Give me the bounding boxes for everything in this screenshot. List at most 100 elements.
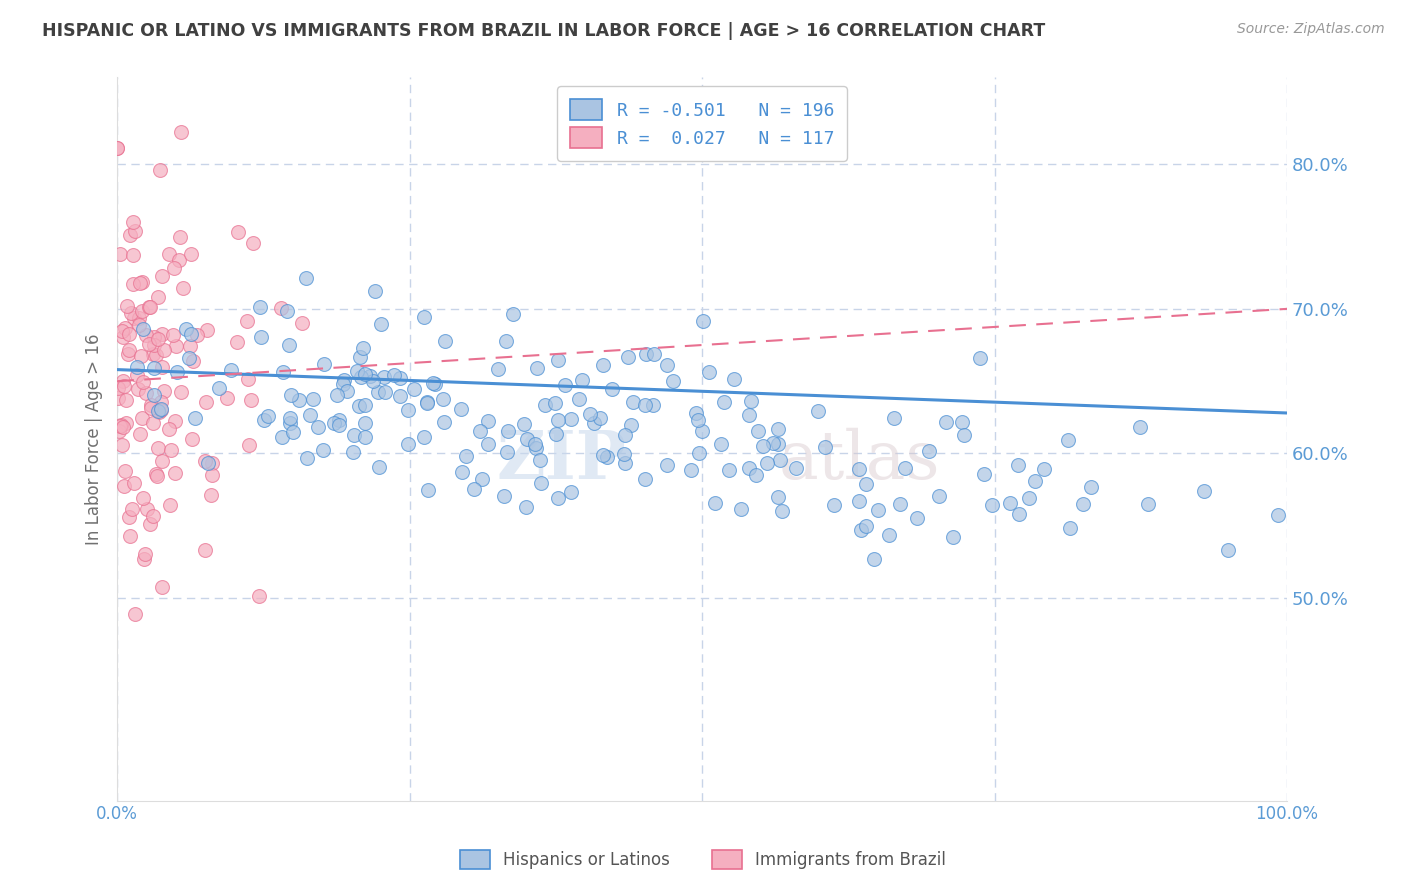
- Point: [186, 327, 208, 342]
- Point: [950, 415, 973, 429]
- Point: [160, 443, 183, 458]
- Point: [849, 523, 872, 537]
- Point: [167, 252, 190, 267]
- Point: [150, 327, 173, 342]
- Point: [373, 369, 395, 384]
- Point: [634, 399, 657, 413]
- Point: [142, 388, 165, 402]
- Point: [180, 326, 202, 341]
- Point: [1033, 461, 1056, 475]
- Point: [402, 382, 425, 396]
- Y-axis label: In Labor Force | Age > 16: In Labor Force | Age > 16: [86, 334, 103, 545]
- Point: [194, 394, 217, 409]
- Point: [111, 330, 134, 344]
- Point: [613, 447, 636, 461]
- Point: [747, 425, 769, 439]
- Point: [219, 363, 242, 377]
- Point: [1007, 507, 1029, 521]
- Point: [877, 528, 900, 542]
- Point: [468, 424, 491, 438]
- Point: [273, 365, 295, 379]
- Point: [494, 489, 516, 503]
- Point: [142, 509, 165, 524]
- Point: [848, 462, 870, 476]
- Point: [120, 306, 142, 320]
- Point: [688, 446, 710, 460]
- Point: [328, 417, 350, 432]
- Point: [349, 350, 371, 364]
- Point: [172, 281, 194, 295]
- Point: [889, 498, 911, 512]
- Point: [524, 441, 547, 455]
- Point: [226, 334, 249, 349]
- Point: [752, 439, 775, 453]
- Point: [692, 314, 714, 328]
- Point: [349, 399, 371, 413]
- Point: [307, 420, 329, 434]
- Point: [142, 347, 165, 361]
- Point: [132, 322, 155, 336]
- Point: [353, 417, 375, 431]
- Point: [662, 374, 685, 388]
- Point: [713, 394, 735, 409]
- Point: [162, 327, 184, 342]
- Point: [1018, 491, 1040, 505]
- Point: [124, 224, 146, 238]
- Point: [918, 443, 941, 458]
- Point: [170, 384, 193, 399]
- Point: [146, 404, 169, 418]
- Point: [766, 490, 789, 504]
- Point: [560, 485, 582, 500]
- Point: [685, 406, 707, 420]
- Point: [655, 359, 678, 373]
- Point: [432, 392, 454, 406]
- Point: [107, 141, 129, 155]
- Point: [592, 448, 614, 462]
- Point: [928, 489, 950, 503]
- Point: [367, 385, 389, 400]
- Point: [353, 367, 375, 381]
- Point: [135, 386, 157, 401]
- Point: [128, 310, 150, 325]
- Point: [953, 427, 976, 442]
- Point: [146, 332, 169, 346]
- Point: [634, 472, 657, 486]
- Point: [180, 246, 202, 260]
- Text: Source: ZipAtlas.com: Source: ZipAtlas.com: [1237, 22, 1385, 37]
- Point: [681, 463, 703, 477]
- Point: [138, 300, 160, 314]
- Point: [114, 464, 136, 478]
- Point: [907, 511, 929, 525]
- Point: [280, 388, 302, 402]
- Point: [127, 368, 149, 382]
- Point: [761, 435, 783, 450]
- Point: [131, 491, 153, 505]
- Point: [117, 347, 139, 361]
- Point: [451, 466, 474, 480]
- Point: [152, 343, 174, 357]
- Point: [738, 409, 761, 423]
- Point: [278, 416, 301, 430]
- Point: [416, 483, 439, 497]
- Point: [200, 467, 222, 482]
- Point: [201, 456, 224, 470]
- Point: [226, 225, 249, 239]
- Point: [433, 334, 456, 348]
- Point: [495, 334, 517, 348]
- Point: [471, 472, 494, 486]
- Point: [657, 458, 679, 472]
- Legend: R = -0.501   N = 196, R =  0.027   N = 117: R = -0.501 N = 196, R = 0.027 N = 117: [557, 87, 846, 161]
- Text: atlas: atlas: [778, 428, 939, 493]
- Point: [855, 518, 877, 533]
- Point: [823, 498, 845, 512]
- Point: [582, 416, 605, 430]
- Point: [359, 368, 381, 383]
- Text: ZIP: ZIP: [496, 428, 626, 493]
- Point: [1137, 497, 1160, 511]
- Point: [1024, 474, 1046, 488]
- Point: [807, 404, 830, 418]
- Point: [115, 416, 138, 430]
- Point: [150, 453, 173, 467]
- Point: [634, 347, 657, 361]
- Point: [277, 338, 299, 352]
